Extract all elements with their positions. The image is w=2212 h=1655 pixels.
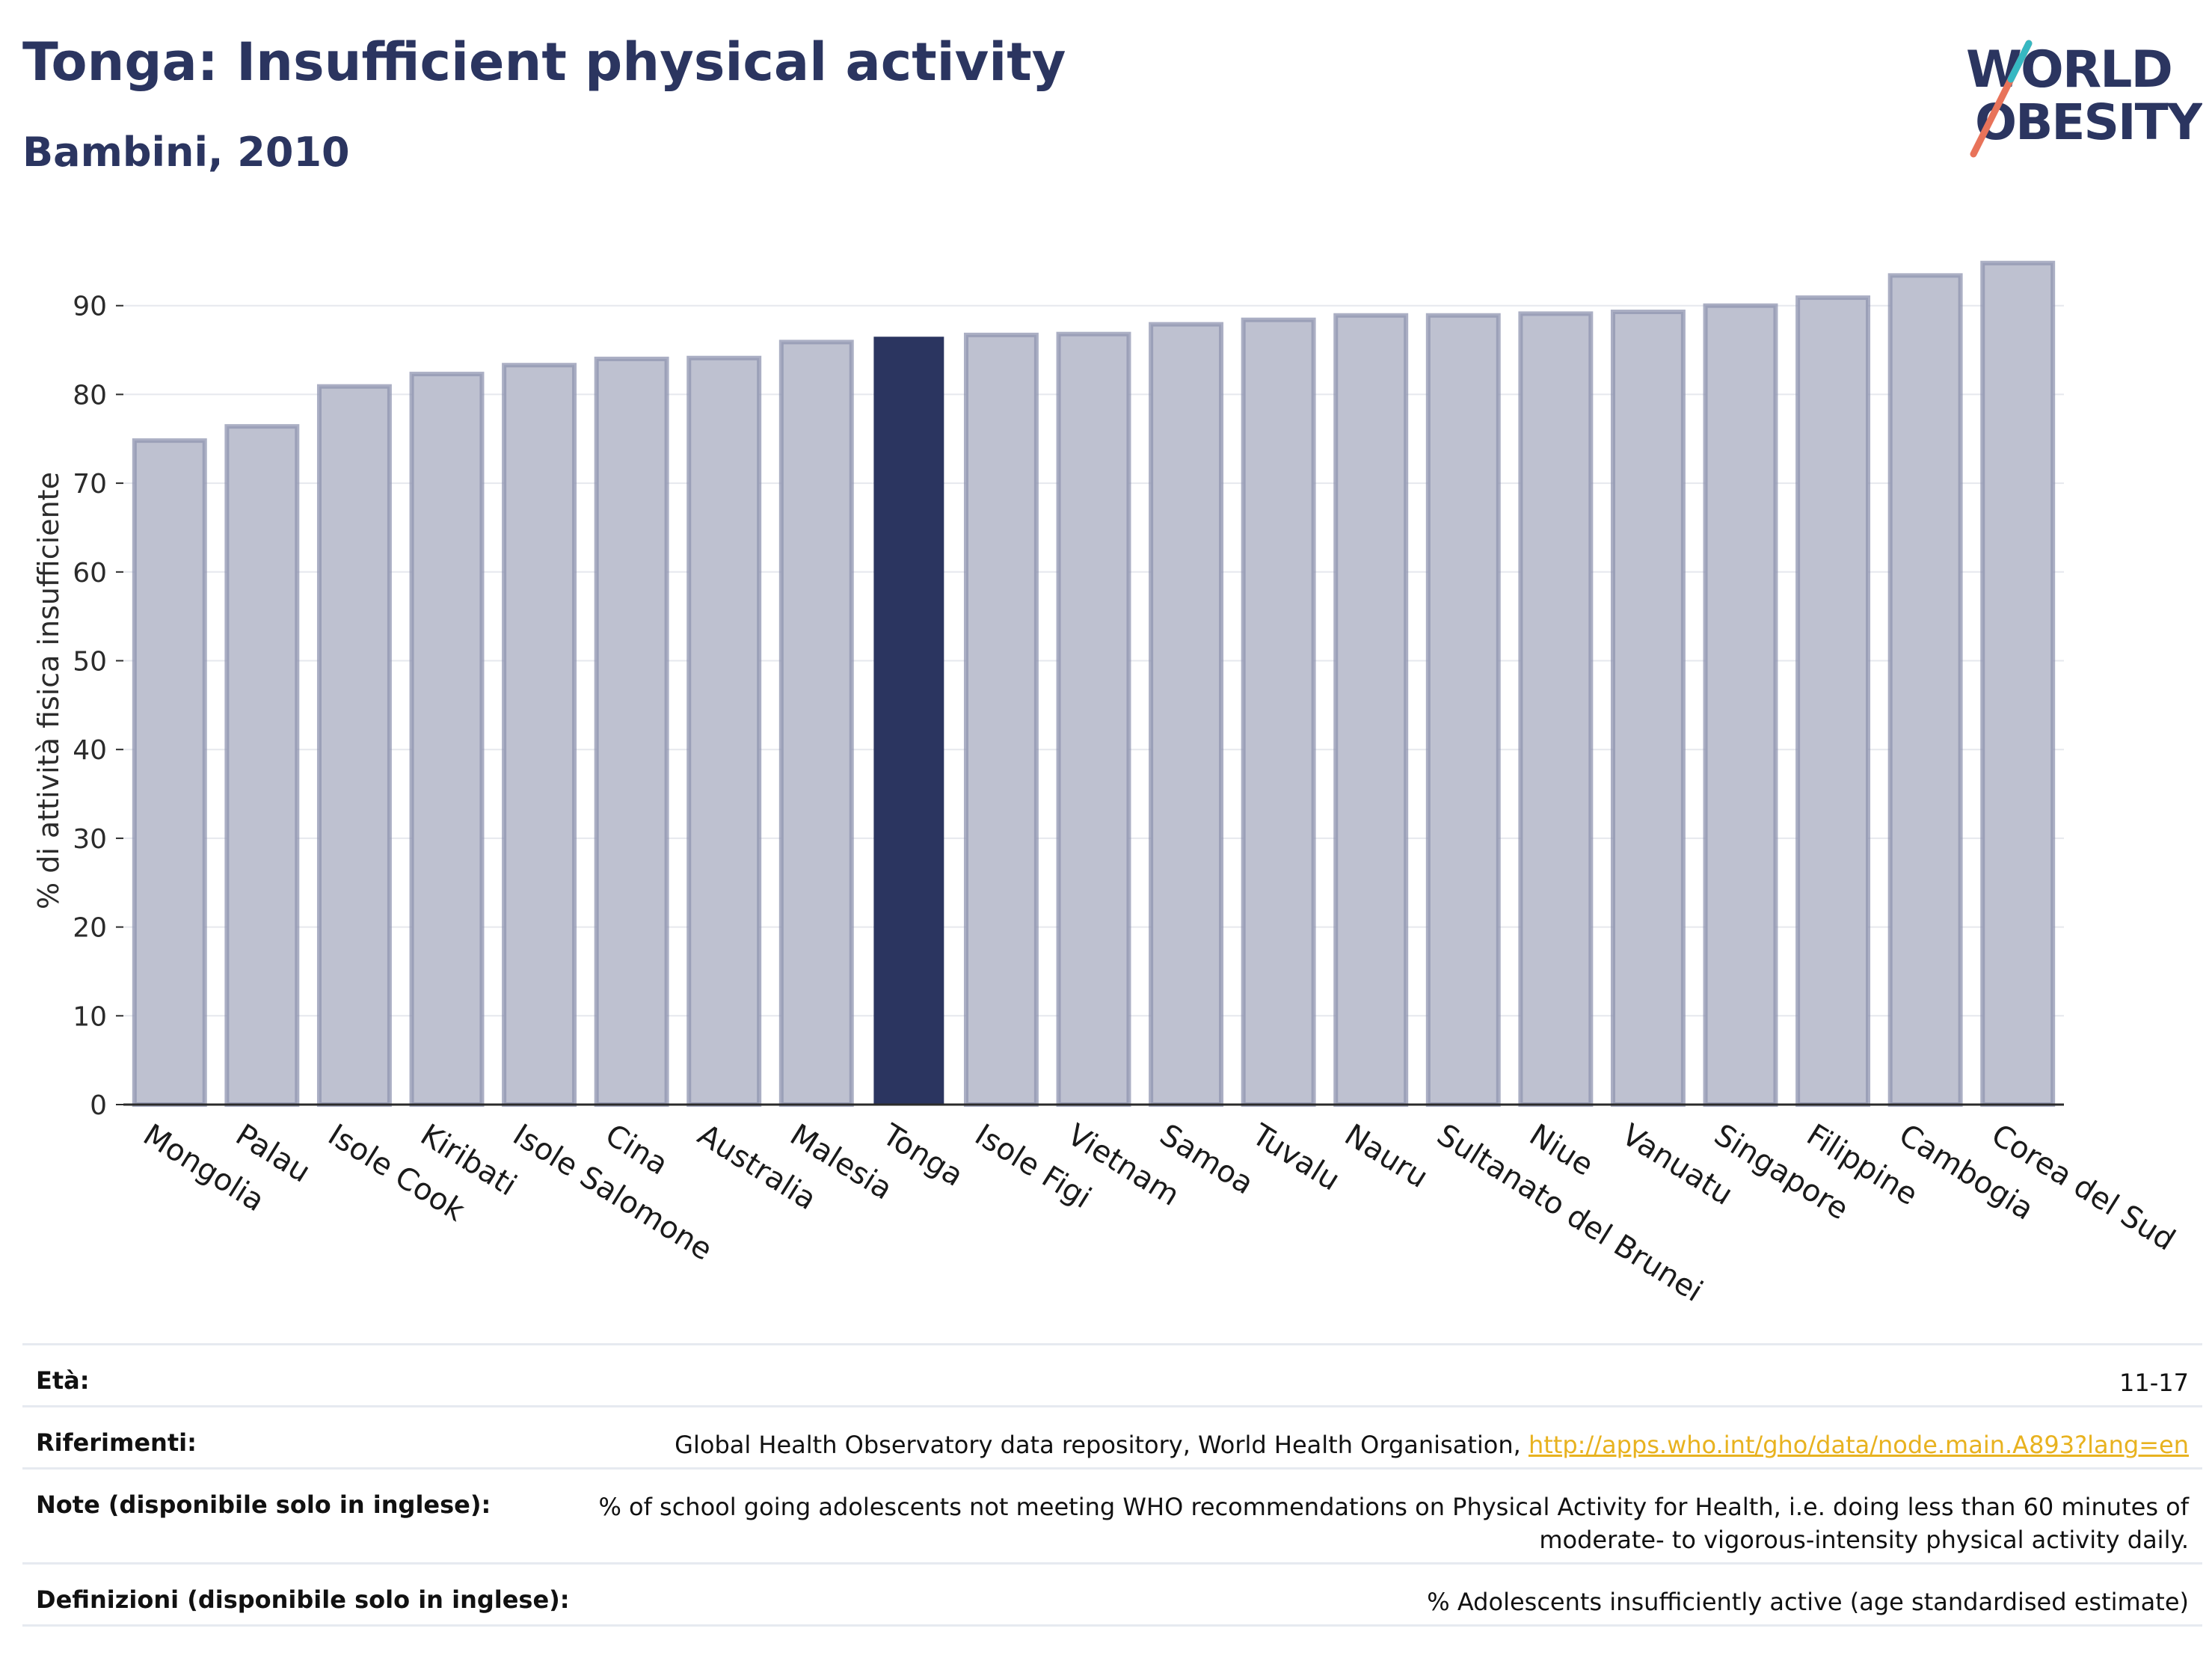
meta-value-age: 11-17	[2119, 1369, 2189, 1397]
meta-value-notes: % of school going adolescents not meetin…	[598, 1490, 2189, 1556]
meta-row-age: Età: 11-17	[22, 1343, 2202, 1405]
notes-line-2: moderate- to vigorous-intensity physical…	[1539, 1526, 2189, 1554]
y-tick-label: 0	[90, 1090, 107, 1121]
bar-vietnam	[1056, 331, 1131, 1108]
logo-word-obesity: OBESITY	[1975, 93, 2202, 151]
bar-niue	[1518, 311, 1594, 1107]
y-tick-label: 10	[73, 1001, 107, 1032]
meta-label-definitions: Definizioni (disponibile solo in inglese…	[36, 1585, 570, 1614]
y-tick-labels: 0 10 20 30 40 50 60 70 80 90	[73, 292, 107, 1121]
logo-slash-accent-icon	[2007, 40, 2033, 83]
page-title: Tonga: Insufficient physical activity	[22, 31, 1066, 93]
y-tick-label: 60	[73, 558, 107, 589]
y-axis-label: % di attività fisica insufficiente	[32, 472, 65, 909]
y-tick-label: 80	[73, 380, 107, 411]
y-tick-label: 30	[73, 824, 107, 855]
meta-label-notes: Note (disponibile solo in inglese):	[36, 1490, 491, 1519]
axes	[116, 304, 2064, 1106]
bar-corea-del-sud	[1980, 260, 2056, 1107]
meta-row-references: Riferimenti: Global Health Observatory d…	[22, 1405, 2202, 1467]
bar-nauru	[1333, 313, 1409, 1108]
meta-value-definitions: % Adolescents insufficiently active (age…	[1427, 1588, 2189, 1616]
bar-samoa	[1149, 322, 1224, 1108]
bar-filippine	[1795, 295, 1871, 1108]
page-subtitle: Bambini, 2010	[22, 129, 350, 176]
meta-row-definitions: Definizioni (disponibile solo in inglese…	[22, 1562, 2202, 1627]
bar-cina	[594, 356, 669, 1108]
references-text: Global Health Observatory data repositor…	[675, 1431, 1529, 1459]
bar-kiribati	[409, 372, 485, 1107]
metadata-table: Età: 11-17 Riferimenti: Global Health Ob…	[22, 1343, 2202, 1627]
x-tick-label: Nauru	[1339, 1117, 1434, 1194]
y-tick-label: 50	[73, 647, 107, 678]
bar-australia	[686, 355, 762, 1108]
bar-mongolia	[132, 438, 207, 1107]
bars	[132, 260, 2056, 1108]
bar-isole-salomone	[502, 363, 577, 1107]
y-tick-label: 70	[73, 469, 107, 500]
x-tick-label: Tuvalu	[1245, 1117, 1345, 1198]
world-obesity-logo: WORLD OBESITY	[1966, 40, 2202, 158]
meta-label-age: Età:	[36, 1366, 90, 1395]
bar-singapore	[1703, 303, 1778, 1108]
bar-tuvalu	[1241, 317, 1316, 1107]
bar-isole-cook	[316, 384, 392, 1107]
bar-cambogia	[1887, 273, 1963, 1107]
bar-vanuatu	[1610, 310, 1686, 1107]
y-tick-label: 90	[73, 292, 107, 322]
meta-value-references: Global Health Observatory data repositor…	[675, 1428, 2189, 1461]
logo-word-world: WORLD	[1966, 40, 2172, 99]
notes-line-1: % of school going adolescents not meetin…	[598, 1493, 2189, 1521]
y-tick-label: 40	[73, 735, 107, 766]
bar-tonga	[873, 337, 944, 1105]
bar-malesia	[778, 340, 854, 1107]
meta-row-notes: Note (disponibile solo in inglese): % of…	[22, 1467, 2202, 1562]
bar-isole-figi	[963, 332, 1039, 1108]
bar-palau	[224, 424, 300, 1107]
meta-label-references: Riferimenti:	[36, 1428, 197, 1457]
y-tick-label: 20	[73, 913, 107, 944]
references-link[interactable]: http://apps.who.int/gho/data/node.main.A…	[1528, 1431, 2189, 1459]
bar-sultanato-del-brunei	[1425, 313, 1501, 1108]
